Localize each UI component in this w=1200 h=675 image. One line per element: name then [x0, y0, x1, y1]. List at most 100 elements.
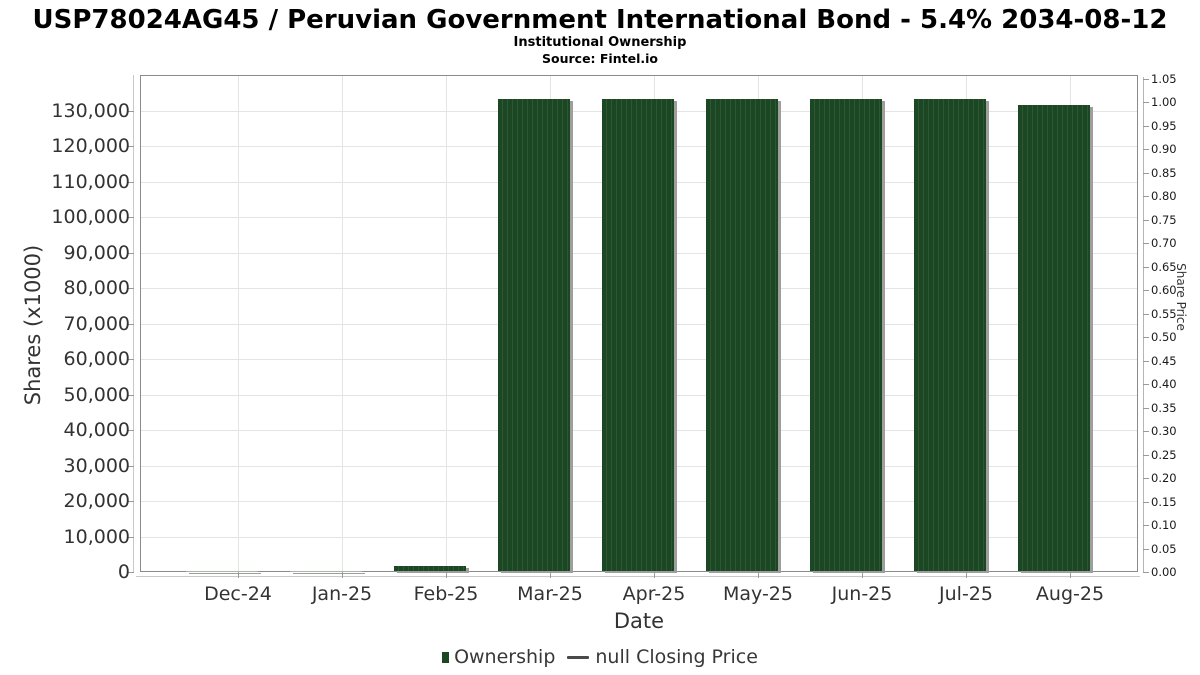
y-axis-right-tick-label: 0.30 [1151, 424, 1177, 438]
chart-subtitle: Institutional Ownership [513, 35, 687, 50]
y-axis-left-tick-label: 100,000 [51, 206, 130, 228]
y-axis-right-tick [1143, 525, 1149, 526]
x-axis-tick [238, 572, 239, 578]
y-axis-right-tick [1143, 337, 1149, 338]
x-axis-tick [654, 572, 655, 578]
y-axis-left-tick [128, 252, 134, 254]
y-axis-right-tick [1143, 384, 1149, 385]
y-axis-left-tick [128, 181, 134, 183]
y-axis-left-tick [128, 146, 134, 147]
chart-title: USP78024AG45 / Peruvian Government Inter… [32, 5, 1168, 35]
x-axis-tick-label: Mar-25 [517, 583, 583, 605]
ownership-bar-May-25 [706, 99, 778, 571]
y-axis-right-tick [1143, 454, 1149, 456]
y-axis-right-tick-label: 0.60 [1151, 283, 1177, 297]
y-axis-left-tick-label: 110,000 [51, 170, 130, 193]
y-axis-right-tick-label: 0.85 [1151, 165, 1177, 180]
y-axis-right-tick [1143, 149, 1149, 150]
y-axis-left-tick [128, 536, 134, 538]
y-axis-right-tick-label: 0.40 [1151, 377, 1177, 391]
y-axis-left-tick [128, 430, 134, 431]
x-axis-tick-label: Jan-25 [311, 583, 373, 605]
y-axis-right-tick [1143, 172, 1149, 174]
y-axis-left-tick [128, 394, 134, 396]
ownership-bar-Jul-25 [914, 99, 986, 571]
x-axis-tick [758, 572, 759, 578]
y-axis-left-tick-label: 0 [117, 561, 130, 583]
x-axis-tick [342, 572, 343, 578]
ownership-bar-Feb-25 [394, 565, 466, 571]
x-axis-tick-label: Jun-25 [831, 583, 893, 605]
y-axis-right-tick [1143, 572, 1149, 573]
y-axis-left-tick-label: 40,000 [63, 419, 130, 441]
y-axis-left-tick-label: 50,000 [63, 383, 130, 406]
y-axis-right-tick-label: 0.45 [1151, 353, 1177, 368]
ownership-bar-Jun-25 [810, 99, 882, 571]
y-axis-left-tick [128, 110, 134, 112]
y-axis-right-tick-label: 0.25 [1151, 447, 1177, 462]
y-axis-right-tick [1143, 313, 1149, 315]
legend: Ownership null Closing Price [0, 646, 1200, 668]
x-axis-tick [966, 572, 967, 578]
y-axis-left-tick-label: 10,000 [63, 525, 130, 548]
legend-label-null-closing-price: null Closing Price [595, 646, 758, 668]
y-axis-right-tick-label: 0.75 [1151, 212, 1177, 227]
y-axis-left-tick-label: 130,000 [51, 99, 130, 122]
y-axis-right-tick [1143, 548, 1149, 550]
x-axis-tick-label: Aug-25 [1035, 583, 1105, 605]
y-axis-right-tick [1143, 102, 1149, 103]
y-axis-right-tick-label: 0.80 [1151, 189, 1177, 203]
y-axis-left-tick [128, 465, 134, 467]
y-axis-right-tick-label: 0.50 [1151, 330, 1177, 344]
x-axis-line [136, 576, 1140, 577]
ownership-bar-Apr-25 [602, 99, 674, 571]
y-axis-right-tick [1143, 125, 1149, 127]
x-axis-tick [862, 572, 863, 578]
y-axis-right-tick-label: 0.70 [1151, 236, 1177, 250]
y-axis-right-tick-label: 0.65 [1151, 259, 1177, 274]
y-axis-right-tick [1143, 266, 1149, 268]
ownership-bar-Mar-25 [498, 99, 570, 571]
y-axis-right-tick-label: 0.20 [1151, 471, 1177, 485]
y-axis-left-tick-label: 30,000 [63, 454, 130, 477]
closing-price-series-marker-icon [567, 655, 590, 659]
y-axis-right-tick [1143, 78, 1149, 80]
y-axis-left-tick [128, 501, 134, 502]
x-axis-title-date: Date [613, 609, 665, 633]
gridline-vertical [238, 76, 239, 571]
x-axis-tick-label: Apr-25 [622, 583, 686, 605]
y-axis-right-tick-label: 0.55 [1151, 306, 1177, 321]
x-axis-tick-label: Feb-25 [413, 583, 479, 605]
y-axis-left-tick-label: 120,000 [51, 135, 130, 157]
y-axis-right-tick [1143, 243, 1149, 244]
x-axis-tick [1070, 572, 1071, 578]
y-axis-left-tick-label: 60,000 [63, 348, 130, 370]
y-axis-right-tick-label: 0.90 [1151, 142, 1177, 156]
y-axis-right-tick-label: 0.95 [1151, 118, 1177, 133]
y-axis-left-tick [128, 359, 134, 360]
y-axis-left-tick [128, 572, 134, 573]
y-axis-right-tick [1143, 407, 1149, 409]
legend-item-ownership[interactable]: Ownership [442, 646, 555, 668]
y-axis-right-tick [1143, 196, 1149, 197]
y-axis-left-tick-label: 80,000 [63, 277, 130, 299]
y-axis-left-tick-label: 90,000 [63, 241, 130, 264]
y-axis-line-right [1143, 77, 1144, 573]
y-axis-right-tick-label: 0.00 [1151, 565, 1177, 579]
y-axis-right-tick [1143, 431, 1149, 432]
gridline-vertical [342, 76, 343, 571]
plot-area [140, 75, 1138, 572]
y-axis-right-tick-label: 0.05 [1151, 541, 1177, 556]
ownership-series-marker-icon [442, 651, 450, 663]
y-axis-right-tick-label: 0.35 [1151, 400, 1177, 415]
y-axis-right-tick [1143, 478, 1149, 479]
legend-item-null-closing-price[interactable]: null Closing Price [567, 646, 758, 668]
ownership-bar-Aug-25 [1018, 105, 1090, 571]
y-axis-right-tick-label: 0.15 [1151, 494, 1177, 509]
y-axis-right-tick-label: 1.00 [1151, 95, 1177, 109]
x-axis-tick-label: Dec-24 [204, 583, 272, 605]
chart-source-credit: Source: Fintel.io [542, 51, 658, 66]
x-axis-tick [550, 572, 551, 578]
y-axis-left-tick-label: 20,000 [63, 490, 130, 512]
